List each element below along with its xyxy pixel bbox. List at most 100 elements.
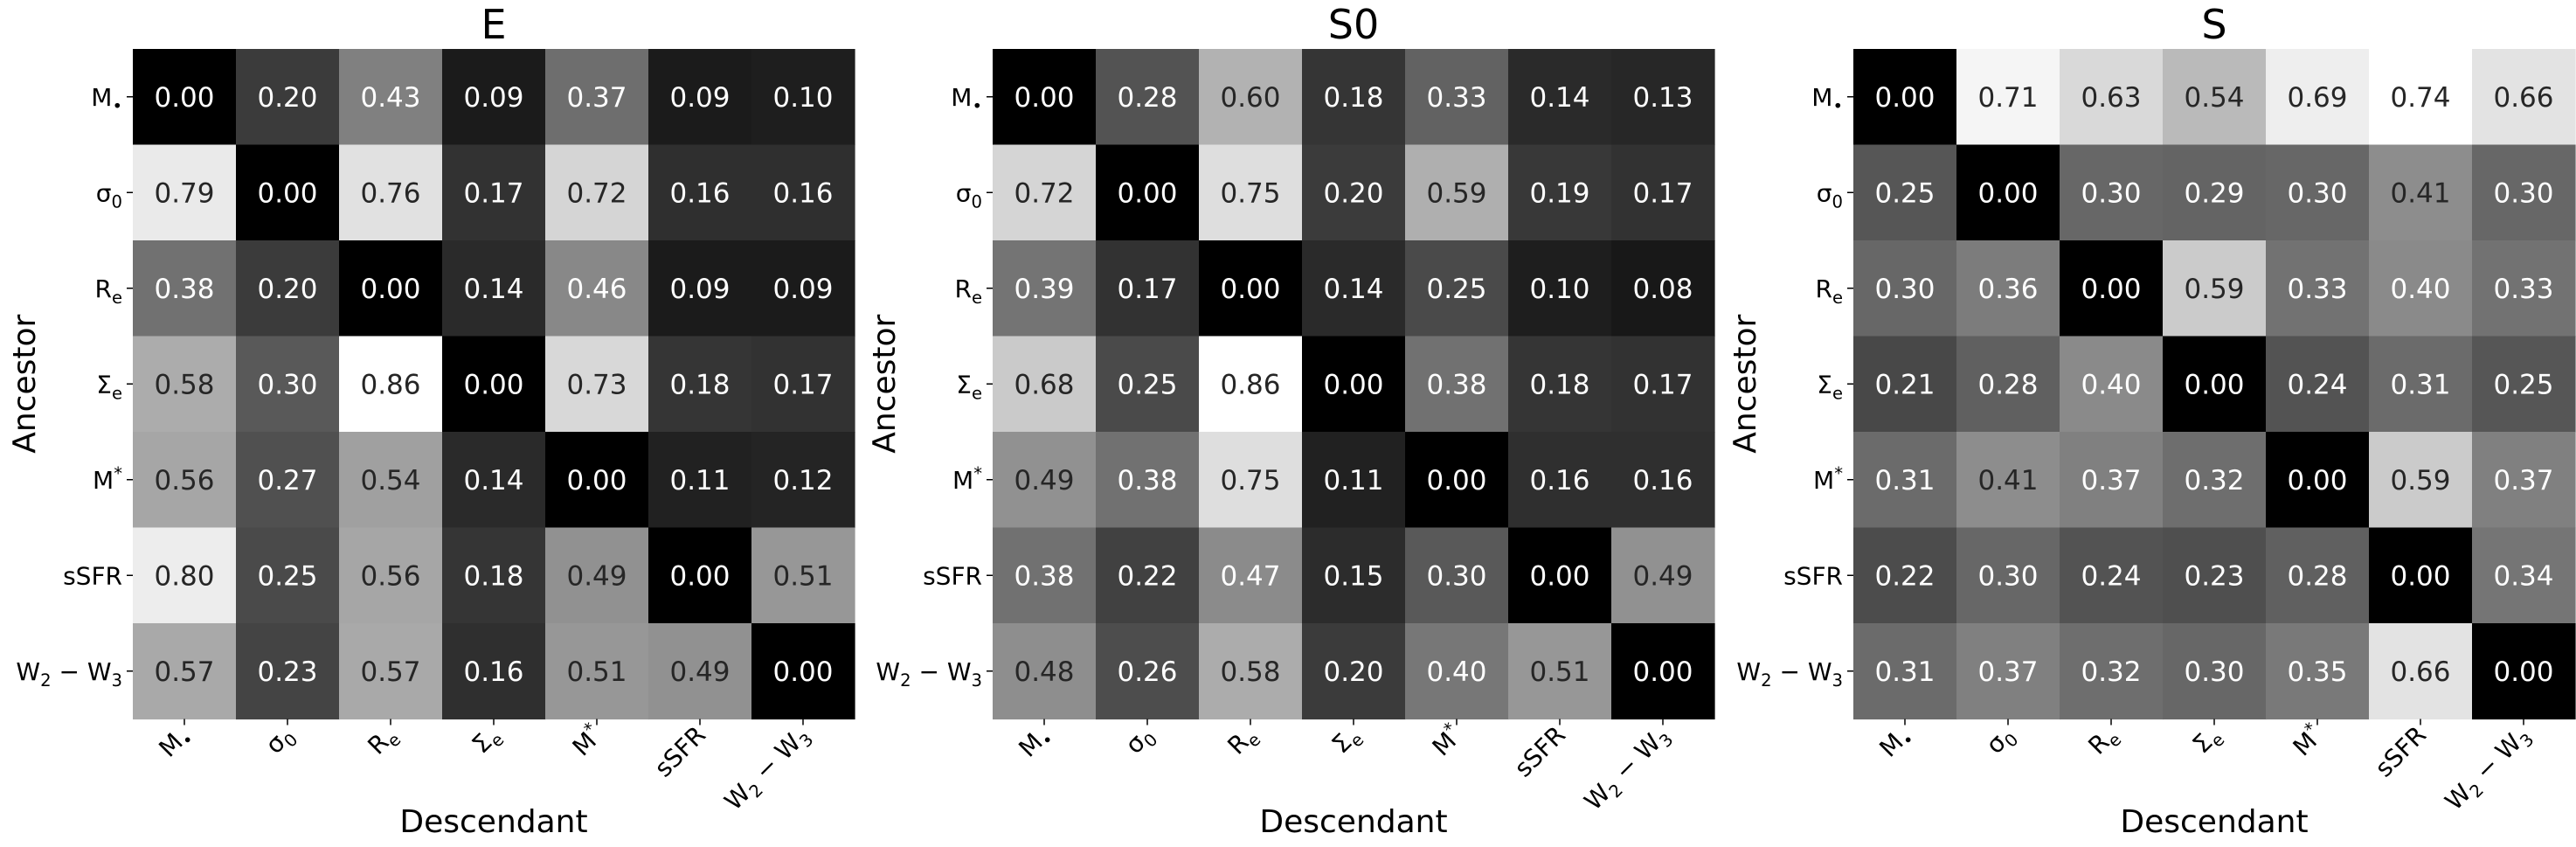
cell-value-label: 0.47 [1220, 560, 1280, 592]
heatmap-panel-s0: S0 0.00 0.28 0.60 0.18 0.33 0.14 0.13 0.72 0.00 0.… [867, 1, 1715, 840]
cell-value-label: 0.86 [360, 369, 420, 400]
cell-value-label: 0.15 [1323, 560, 1383, 592]
heatmap-cell [2472, 432, 2576, 529]
heatmap-cell [1302, 49, 1406, 146]
cell-value-label: 0.40 [1426, 656, 1486, 688]
heatmap-cell [1302, 527, 1406, 624]
heatmap-cell [1096, 623, 1200, 720]
cell-value-label: 0.22 [1117, 560, 1177, 592]
x-tick-label: M* [564, 719, 608, 762]
y-tick-label: Σe [1817, 370, 1843, 403]
heatmap-cell [1611, 527, 1715, 624]
heatmap-cell [133, 527, 237, 624]
heatmap-cell [2163, 336, 2267, 433]
cell-value-label: 0.13 [1632, 82, 1693, 114]
heatmap-cell [339, 336, 443, 433]
cell-value-label: 0.00 [566, 465, 627, 496]
heatmap-cell [1611, 336, 1715, 433]
heatmap-cell [1199, 527, 1303, 624]
heatmap-cell [648, 49, 752, 146]
cell-value-label: 0.09 [669, 274, 730, 305]
heatmap-cell [751, 432, 855, 529]
cell-value-label: 0.60 [1220, 82, 1280, 114]
heatmap-cell [648, 432, 752, 529]
cell-value-label: 0.24 [2287, 369, 2347, 400]
cell-value-label: 0.31 [2390, 369, 2450, 400]
cell-value-label: 0.38 [154, 274, 214, 305]
heatmap-cell [1096, 240, 1200, 337]
heatmap-cell [1853, 432, 1957, 529]
cell-value-label: 0.49 [566, 560, 627, 592]
cell-value-label: 0.73 [566, 369, 627, 400]
heatmap-cell [1956, 49, 2060, 146]
heatmap-cell [751, 527, 855, 624]
heatmap-cell [993, 144, 1097, 241]
heatmap-cell [2472, 49, 2576, 146]
y-tick-label: M* [952, 463, 982, 495]
heatmap-cell [442, 336, 546, 433]
heatmap-cell [1611, 623, 1715, 720]
cell-value-label: 0.18 [1529, 369, 1589, 400]
cell-value-label: 0.25 [2493, 369, 2553, 400]
heatmap-cell [1302, 336, 1406, 433]
heatmap-cell [133, 432, 237, 529]
heatmap-cell [2369, 623, 2473, 720]
heatmap-cell [1096, 144, 1200, 241]
heatmap-cell [1405, 144, 1509, 241]
cell-value-label: 0.00 [1117, 177, 1177, 209]
heatmap-cell [2369, 49, 2473, 146]
cell-value-label: 0.18 [669, 369, 730, 400]
heatmap-cell [1405, 432, 1509, 529]
x-tick-label: Re [362, 720, 405, 763]
x-tick-label: Σe [1326, 720, 1368, 762]
heatmap-cell [545, 49, 649, 146]
y-tick-label: W2 − W3 [1736, 657, 1843, 691]
y-tick-label: sSFR [63, 561, 122, 590]
heatmap-cell [1302, 623, 1406, 720]
y-tick-label: M• [91, 83, 122, 116]
heatmap-cell [339, 432, 443, 529]
cell-value-label: 0.16 [1632, 465, 1693, 496]
heatmap-cell [993, 336, 1097, 433]
heatmap-cell [1199, 240, 1303, 337]
heatmap-cell [993, 240, 1097, 337]
x-tick-label: Σe [2187, 720, 2229, 762]
cell-value-label: 0.25 [1117, 369, 1177, 400]
heatmap-cell [1853, 527, 1957, 624]
cell-value-label: 0.30 [257, 369, 317, 400]
x-tick-label: W2 − W3 [719, 720, 818, 819]
y-axis-label: Ancestor [1728, 315, 1763, 454]
y-axis-label: Ancestor [867, 315, 903, 454]
heatmap-cell [751, 623, 855, 720]
cell-value-label: 0.58 [154, 369, 214, 400]
heatmap-cell [1405, 623, 1509, 720]
cell-value-label: 0.30 [2287, 177, 2347, 209]
cell-value-label: 0.00 [1977, 177, 2038, 209]
cell-value-label: 0.08 [1632, 274, 1693, 305]
y-tick-label: M* [1813, 463, 1843, 495]
heatmap-cell [993, 527, 1097, 624]
cell-value-label: 0.41 [2390, 177, 2450, 209]
cell-value-label: 0.30 [2493, 177, 2553, 209]
cell-value-label: 0.23 [2184, 560, 2244, 592]
cell-value-label: 0.33 [1426, 82, 1486, 114]
x-tick-label: M* [2285, 719, 2329, 762]
heatmap-cell [2266, 240, 2370, 337]
heatmap-cell [236, 144, 340, 241]
cell-value-label: 0.33 [2493, 274, 2553, 305]
cell-value-label: 0.25 [1426, 274, 1486, 305]
heatmap-cell [1199, 623, 1303, 720]
y-tick-label: Re [94, 274, 122, 308]
cell-value-label: 0.00 [1220, 274, 1280, 305]
heatmap-cell [339, 623, 443, 720]
x-axis-label: Descendant [1259, 804, 1447, 840]
cell-value-label: 0.28 [1977, 369, 2038, 400]
y-tick-label: Σe [96, 370, 122, 403]
cell-value-label: 0.18 [463, 560, 523, 592]
y-tick-label: Re [954, 274, 982, 308]
heatmap-cell [545, 527, 649, 624]
cell-value-label: 0.00 [1632, 656, 1693, 688]
x-tick-label: sSFR [1509, 720, 1571, 782]
heatmap-cell [133, 336, 237, 433]
cell-value-label: 0.58 [1220, 656, 1280, 688]
